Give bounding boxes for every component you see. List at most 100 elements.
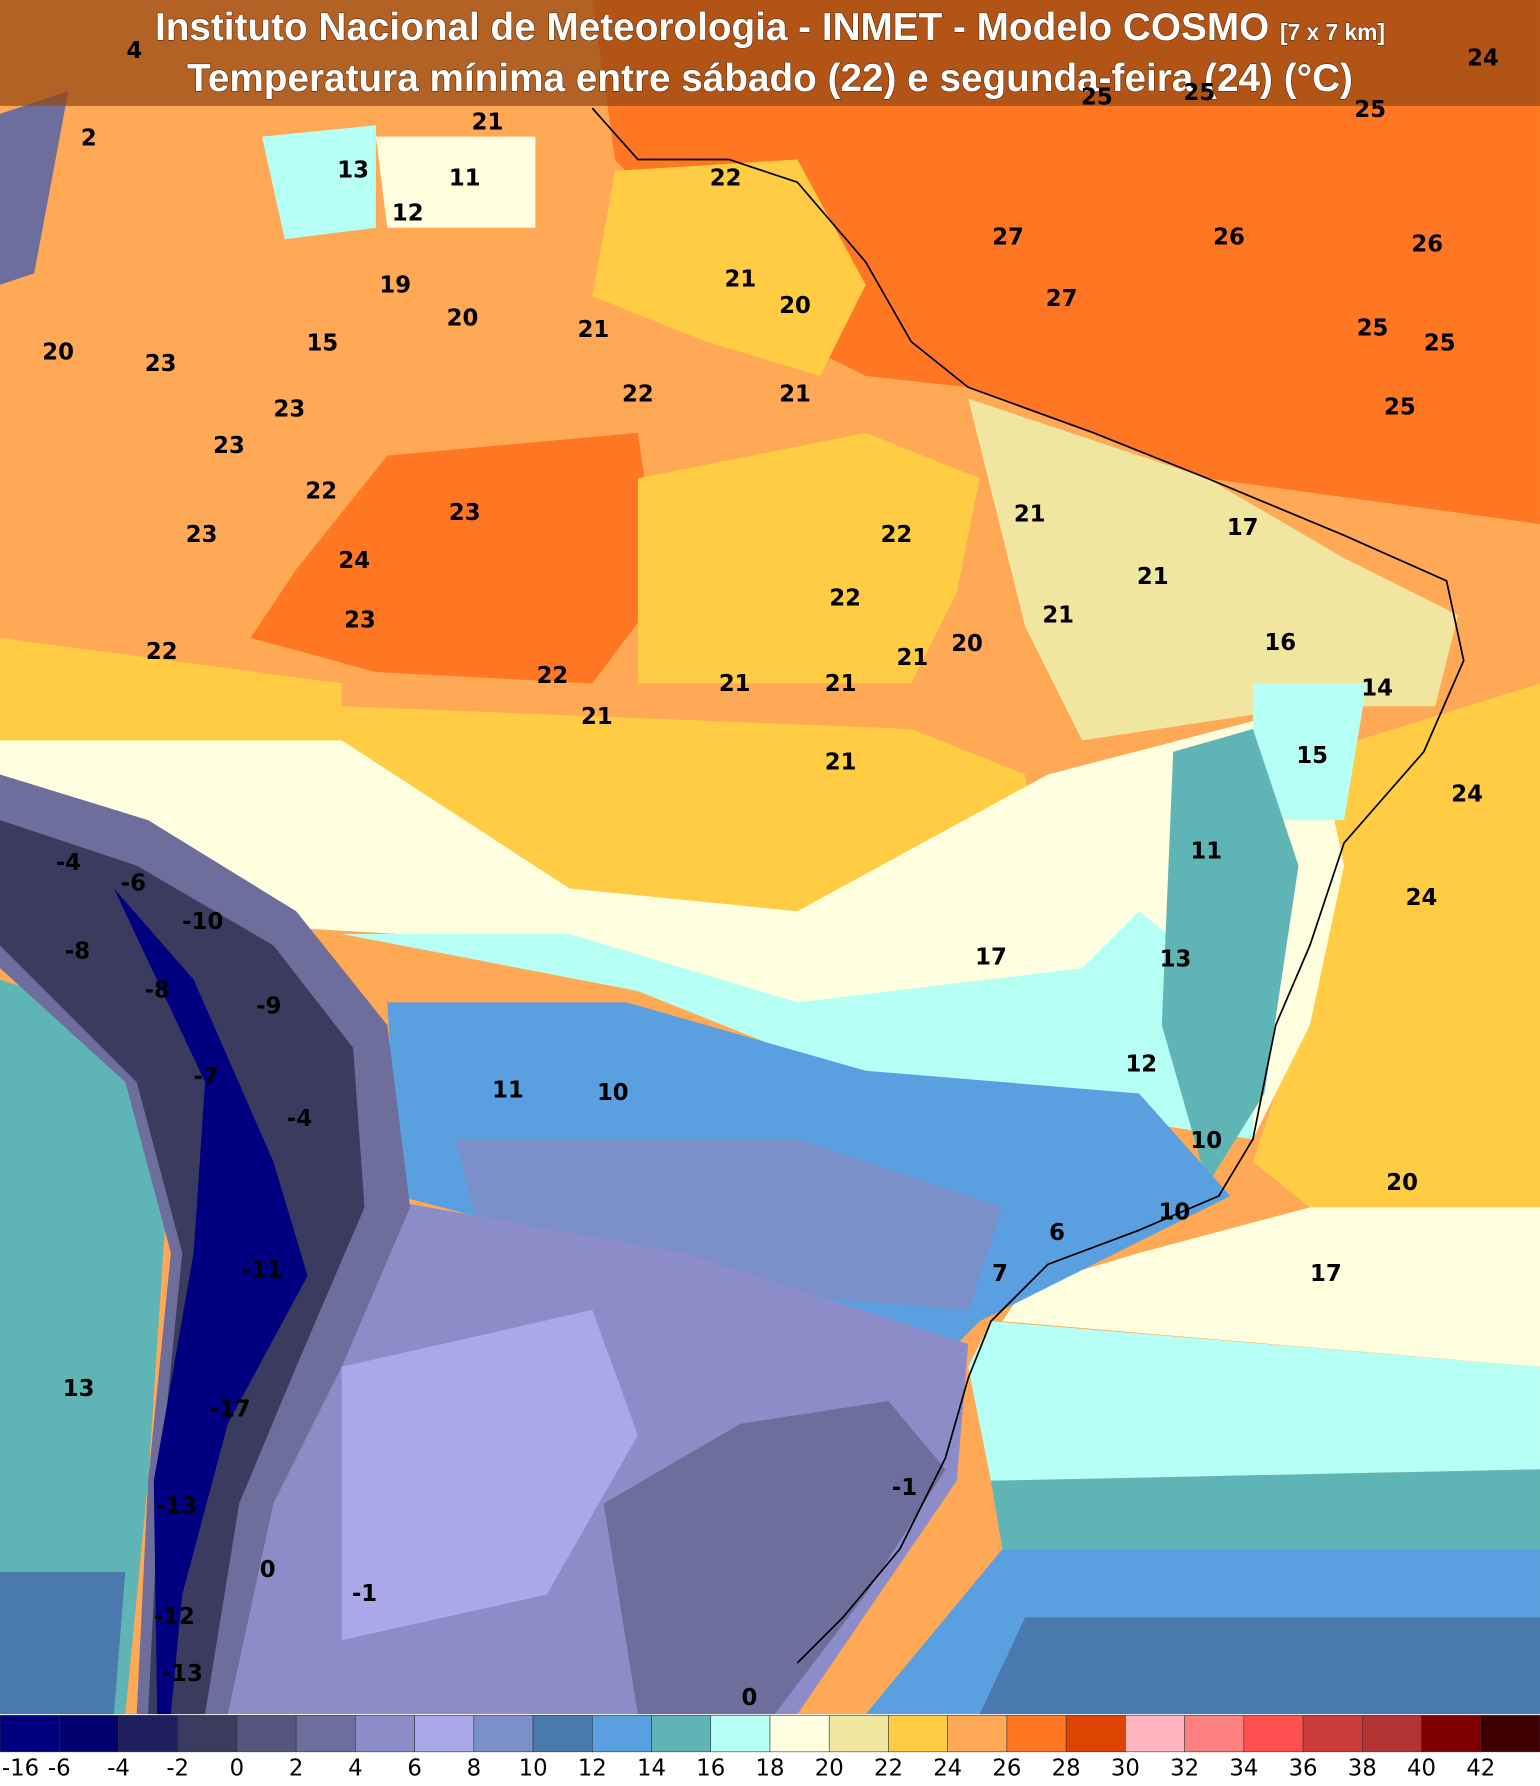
colorbar-swatch xyxy=(1421,1715,1482,1753)
colorbar-tick-label: 26 xyxy=(992,1755,1021,1781)
colorbar-tick-label: 12 xyxy=(578,1755,607,1781)
temperature-label: 21 xyxy=(779,382,811,408)
field xyxy=(341,1309,638,1641)
colorbar-swatch xyxy=(592,1715,652,1753)
field xyxy=(990,1469,1540,1550)
temperature-label: 11 xyxy=(449,165,481,191)
field xyxy=(250,432,661,684)
temperature-label: 22 xyxy=(710,165,742,191)
colorbar-swatch xyxy=(295,1715,356,1753)
temperature-label: 21 xyxy=(825,750,857,776)
colorbar: -16 -6 -4 -2 0 2 4 6 8 10 12 14 16 18 20 22 24 26 28 30 32 34… xyxy=(0,1715,1540,1781)
temperature-label: 0 xyxy=(260,1557,276,1583)
colorbar-tick-label: 30 xyxy=(1111,1755,1140,1781)
temperature-label: 22 xyxy=(829,586,861,612)
field xyxy=(592,159,866,376)
temperature-label: 22 xyxy=(537,663,569,689)
temperature-label: 23 xyxy=(449,500,481,526)
temperature-label: 17 xyxy=(1310,1261,1342,1287)
field xyxy=(1252,683,1367,821)
temperature-label: 23 xyxy=(186,522,218,548)
colorbar-swatch xyxy=(118,1715,178,1753)
colorbar-swatch xyxy=(651,1715,712,1753)
field xyxy=(113,888,308,1715)
colorbar-swatch xyxy=(1006,1715,1067,1753)
field xyxy=(603,1401,946,1715)
colorbar-tick-label: 20 xyxy=(815,1755,844,1781)
temperature-label: 2 xyxy=(81,125,97,151)
field xyxy=(455,1139,1003,1310)
temperature-label: 23 xyxy=(213,433,245,459)
temperature-label: 6 xyxy=(1049,1220,1065,1246)
temperature-label: 16 xyxy=(1264,630,1296,656)
temperature-label: 24 xyxy=(1451,782,1483,808)
temperature-label: 25 xyxy=(1357,316,1389,342)
temperature-label: 0 xyxy=(742,1685,758,1711)
temperature-label: 12 xyxy=(392,201,424,227)
temperature-label: 10 xyxy=(1190,1128,1222,1154)
colorbar-swatch xyxy=(1065,1715,1126,1753)
temperature-label: 21 xyxy=(1042,603,1074,629)
temperature-label: 24 xyxy=(1406,885,1438,911)
title-band xyxy=(0,0,1540,106)
temperature-label: 11 xyxy=(1190,838,1222,864)
colorbar-swatch xyxy=(58,1715,119,1753)
temperature-label: 22 xyxy=(881,522,913,548)
temperature-label: 20 xyxy=(779,293,811,319)
temperature-label: 15 xyxy=(1296,743,1328,769)
temperature-label: 26 xyxy=(1213,225,1245,251)
temperature-label: -11 xyxy=(241,1258,282,1284)
temperature-label: 21 xyxy=(1137,564,1169,590)
temperature-field xyxy=(0,0,1540,1715)
temperature-label: 13 xyxy=(337,157,369,183)
field xyxy=(637,432,980,684)
temperature-label: 22 xyxy=(146,639,178,665)
title: Instituto Nacional de Meteorologia - INM… xyxy=(155,6,1385,49)
temperature-label: -13 xyxy=(162,1661,203,1687)
temperature-label: 21 xyxy=(472,110,504,136)
colorbar-tick-label: -4 xyxy=(107,1755,130,1781)
colorbar-tick-label: 28 xyxy=(1052,1755,1081,1781)
labels: 4 21 25 25 24 25 2 13 11 12 22 27 26 26 21 20 27 19 20 21 25… xyxy=(42,38,1499,1711)
temperature-label: -4 xyxy=(287,1106,312,1132)
colorbar-swatch xyxy=(710,1715,771,1753)
temperature-label: 21 xyxy=(725,267,757,293)
field xyxy=(0,820,365,1715)
temperature-label: 21 xyxy=(1014,501,1046,527)
colorbar-tick-label: 14 xyxy=(637,1755,666,1781)
temperature-label: 25 xyxy=(1354,97,1386,123)
temperature-label: 7 xyxy=(992,1261,1008,1287)
temperature-label: 24 xyxy=(338,548,370,574)
temperature-label: 27 xyxy=(1046,286,1078,312)
colorbar-swatch xyxy=(236,1715,297,1753)
colorbar-swatch xyxy=(0,1715,60,1753)
field xyxy=(968,1321,1540,1481)
colorbar-swatch xyxy=(1125,1715,1185,1753)
temperature-label: 23 xyxy=(145,351,177,377)
field xyxy=(1161,728,1299,1185)
colorbar-tick-label: 40 xyxy=(1407,1755,1436,1781)
colorbar-tick-label: 6 xyxy=(407,1755,421,1781)
colorbar-tick-label: 16 xyxy=(696,1755,725,1781)
colorbar-swatch xyxy=(1184,1715,1245,1753)
colorbar-swatch xyxy=(1243,1715,1304,1753)
colorbar-tick-label: 38 xyxy=(1348,1755,1377,1781)
temperature-label: 22 xyxy=(305,479,337,505)
temperature-label: -17 xyxy=(210,1397,251,1423)
temperature-label: -1 xyxy=(352,1581,377,1607)
temperature-label: 10 xyxy=(1159,1200,1191,1226)
colorbar-swatch xyxy=(1302,1715,1363,1753)
colorbar-swatch xyxy=(473,1715,534,1753)
colorbar-swatch xyxy=(1480,1715,1540,1753)
temperature-label: 4 xyxy=(126,38,142,64)
field xyxy=(375,136,536,228)
temperature-label: 20 xyxy=(447,305,479,331)
temperature-label: 13 xyxy=(63,1376,95,1402)
colorbar-tick-label: 18 xyxy=(756,1755,785,1781)
temperature-label: 21 xyxy=(581,704,613,730)
temperature-label: 21 xyxy=(897,645,929,671)
temperature-label: 25 xyxy=(1081,84,1113,110)
colorbar-swatch xyxy=(177,1715,238,1753)
temperature-label: -6 xyxy=(121,870,146,896)
temperature-label: -8 xyxy=(145,977,170,1003)
